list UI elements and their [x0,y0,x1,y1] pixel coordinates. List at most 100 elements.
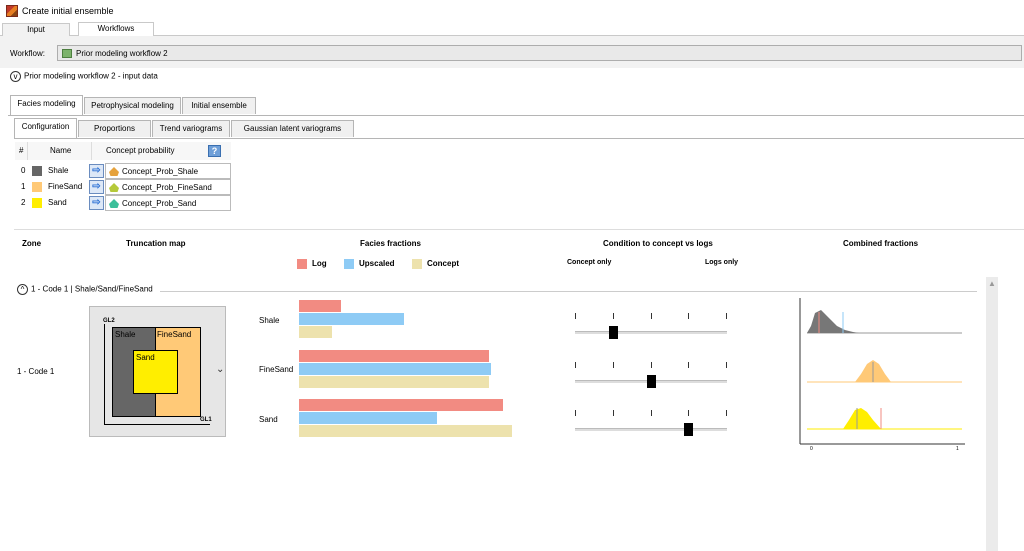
sub-tab-divider [14,138,1024,139]
workflow-selector[interactable]: Prior modeling workflow 2 [57,45,1022,61]
legend-swatch [297,259,307,269]
fraction-label-finesand: FineSand [259,365,294,374]
slider-tick [726,313,727,319]
region-sand: Sand [133,350,178,394]
tab-gaussian-latent-variograms[interactable]: Gaussian latent variograms [231,120,354,137]
slider-tick [688,410,689,416]
slider-track[interactable] [575,331,727,334]
col-truncation-map: Truncation map [126,239,186,248]
workflow-label: Workflow: [10,49,45,58]
axis-gl1-label: GL1 [200,417,212,423]
workflow-row: Workflow: Prior modeling workflow 2 [0,36,1024,68]
concept-property-name: Concept_Prob_Sand [122,199,197,208]
tab-initial-ensemble[interactable]: Initial ensemble [182,97,256,114]
row-index: 2 [21,198,26,207]
concept-property-name: Concept_Prob_Shale [122,167,199,176]
tab-input[interactable]: Input [2,23,70,36]
table-row[interactable]: 2 Sand ⇨ Concept_Prob_Sand [15,195,231,211]
slider-tick [613,410,614,416]
table-row[interactable]: 0 Shale ⇨ Concept_Prob_Shale [15,163,231,179]
collapse-icon[interactable]: v [10,71,21,82]
bar-upscaled-finesand [299,363,491,375]
axis-gl1 [104,424,210,425]
legend-upscaled: Upscaled [344,259,395,269]
tab-trend-variograms[interactable]: Trend variograms [152,120,230,137]
code-section-divider [160,291,977,292]
workflow-icon [62,49,72,58]
scroll-up-icon[interactable]: ▲ [988,279,996,288]
truncation-map[interactable]: GL2 GL1 Shale FineSand Sand [89,306,226,437]
slider-tick [688,362,689,368]
legend-swatch [344,259,354,269]
tab-facies-modeling[interactable]: Facies modeling [10,95,83,115]
bar-log-finesand [299,350,489,362]
collapse-icon[interactable]: ^ [17,284,28,295]
main-tab-divider [8,115,1024,116]
tab-configuration[interactable]: Configuration [14,118,77,138]
fraction-label-shale: Shale [259,316,280,325]
bar-concept-shale [299,326,332,338]
condition-slider[interactable] [575,313,727,341]
bar-upscaled-shale [299,313,404,325]
region-label: FineSand [157,330,192,339]
slider-track[interactable] [575,428,727,431]
insert-arrow-icon[interactable]: ⇨ [89,164,104,178]
legend-swatch [412,259,422,269]
facies-color-swatch[interactable] [32,166,42,176]
slider-thumb[interactable] [647,375,656,388]
table-row[interactable]: 1 FineSand ⇨ Concept_Prob_FineSand [15,179,231,195]
distribution-shale [807,310,859,333]
slider-tick [651,313,652,319]
row-index: 0 [21,166,26,175]
main-tab-strip: Facies modeling Petrophysical modeling I… [10,95,1024,115]
col-combined-fractions: Combined fractions [843,239,919,248]
app-icon [6,5,18,17]
slider-thumb[interactable] [609,326,618,339]
slider-thumb[interactable] [684,423,693,436]
property-icon [109,183,119,192]
sub-tab-strip: Configuration Proportions Trend variogra… [14,118,1024,138]
tab-proportions[interactable]: Proportions [78,120,151,137]
title-bar: Create initial ensemble [0,0,1024,22]
combined-axis-max: 1 [956,446,959,452]
truncation-dropdown-icon[interactable]: ⌄ [216,364,225,375]
slider-tick [726,362,727,368]
slider-tick [575,313,576,319]
tab-petrophysical-modeling[interactable]: Petrophysical modeling [84,97,181,114]
slider-tick [613,362,614,368]
concept-property-field[interactable]: Concept_Prob_FineSand [105,179,231,195]
region-label: Shale [115,330,136,339]
row-index: 1 [21,182,26,191]
facies-color-swatch[interactable] [32,182,42,192]
concept-property-field[interactable]: Concept_Prob_Shale [105,163,231,179]
col-condition: Condition to concept vs logs [603,239,713,248]
slider-tick [575,410,576,416]
insert-arrow-icon[interactable]: ⇨ [89,196,104,210]
axis-gl2 [104,324,105,424]
condition-slider[interactable] [575,362,727,390]
code-section-title: 1 - Code 1 | Shale/Sand/FineSand [31,284,153,294]
help-icon[interactable]: ? [208,145,221,157]
condition-slider[interactable] [575,410,727,438]
table-divider [14,229,1024,230]
facies-color-swatch[interactable] [32,198,42,208]
condition-right-label: Logs only [705,259,739,266]
top-tab-strip: Input Workflows [0,22,1024,37]
col-header-concept: Concept probability [92,142,231,160]
facies-name: Sand [48,198,67,207]
tab-workflows[interactable]: Workflows [78,22,154,37]
bar-log-shale [299,300,341,312]
col-header-index: # [15,142,28,160]
input-data-section-header[interactable]: v Prior modeling workflow 2 - input data [10,71,158,82]
bar-log-sand [299,399,503,411]
combined-fractions-svg [799,298,965,445]
combined-axis-min: 0 [810,446,813,452]
col-header-name: Name [28,142,92,160]
slider-tick [613,313,614,319]
code-section-header[interactable]: ^ 1 - Code 1 | Shale/Sand/FineSand [17,284,153,295]
legend-label: Upscaled [359,259,395,269]
concept-property-field[interactable]: Concept_Prob_Sand [105,195,231,211]
bar-concept-sand [299,425,512,437]
insert-arrow-icon[interactable]: ⇨ [89,180,104,194]
vertical-scrollbar[interactable]: ▲ [986,277,998,551]
